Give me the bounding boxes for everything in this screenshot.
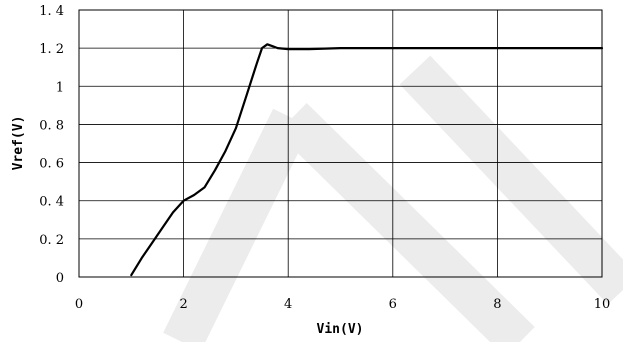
y-tick-label: 1. 4 (39, 4, 64, 19)
x-tick-label: 10 (594, 297, 611, 312)
y-tick-label: 0. 6 (39, 157, 64, 172)
grid (79, 10, 602, 277)
y-tick-label: 1 (56, 80, 64, 95)
watermark-stroke (277, 103, 535, 342)
y-tick-label: 0. 2 (39, 233, 64, 248)
x-tick-labels: 0 2 4 6 8 10 (75, 297, 610, 312)
x-tick-label: 8 (493, 297, 501, 312)
y-axis-label: Vref(V) (11, 116, 26, 171)
series-group (130, 43, 604, 277)
x-axis-label: Vin(V) (317, 322, 364, 337)
x-tick-label: 4 (284, 297, 292, 312)
y-tick-label: 1. 2 (39, 42, 64, 57)
watermark-stroke (399, 55, 623, 305)
watermark (163, 55, 623, 342)
series-line (130, 43, 604, 277)
y-tick-label: 0 (56, 271, 64, 286)
y-tick-labels: 0 0. 2 0. 4 0. 6 0. 8 1 1. 2 1. 4 (39, 4, 64, 286)
y-tick-label: 0. 8 (39, 118, 64, 133)
plot-frame (78, 9, 603, 278)
y-tick-label: 0. 4 (39, 195, 64, 210)
watermark-stroke (163, 108, 311, 342)
x-tick-label: 0 (75, 297, 83, 312)
x-tick-label: 6 (389, 297, 397, 312)
x-tick-label: 2 (179, 297, 187, 312)
